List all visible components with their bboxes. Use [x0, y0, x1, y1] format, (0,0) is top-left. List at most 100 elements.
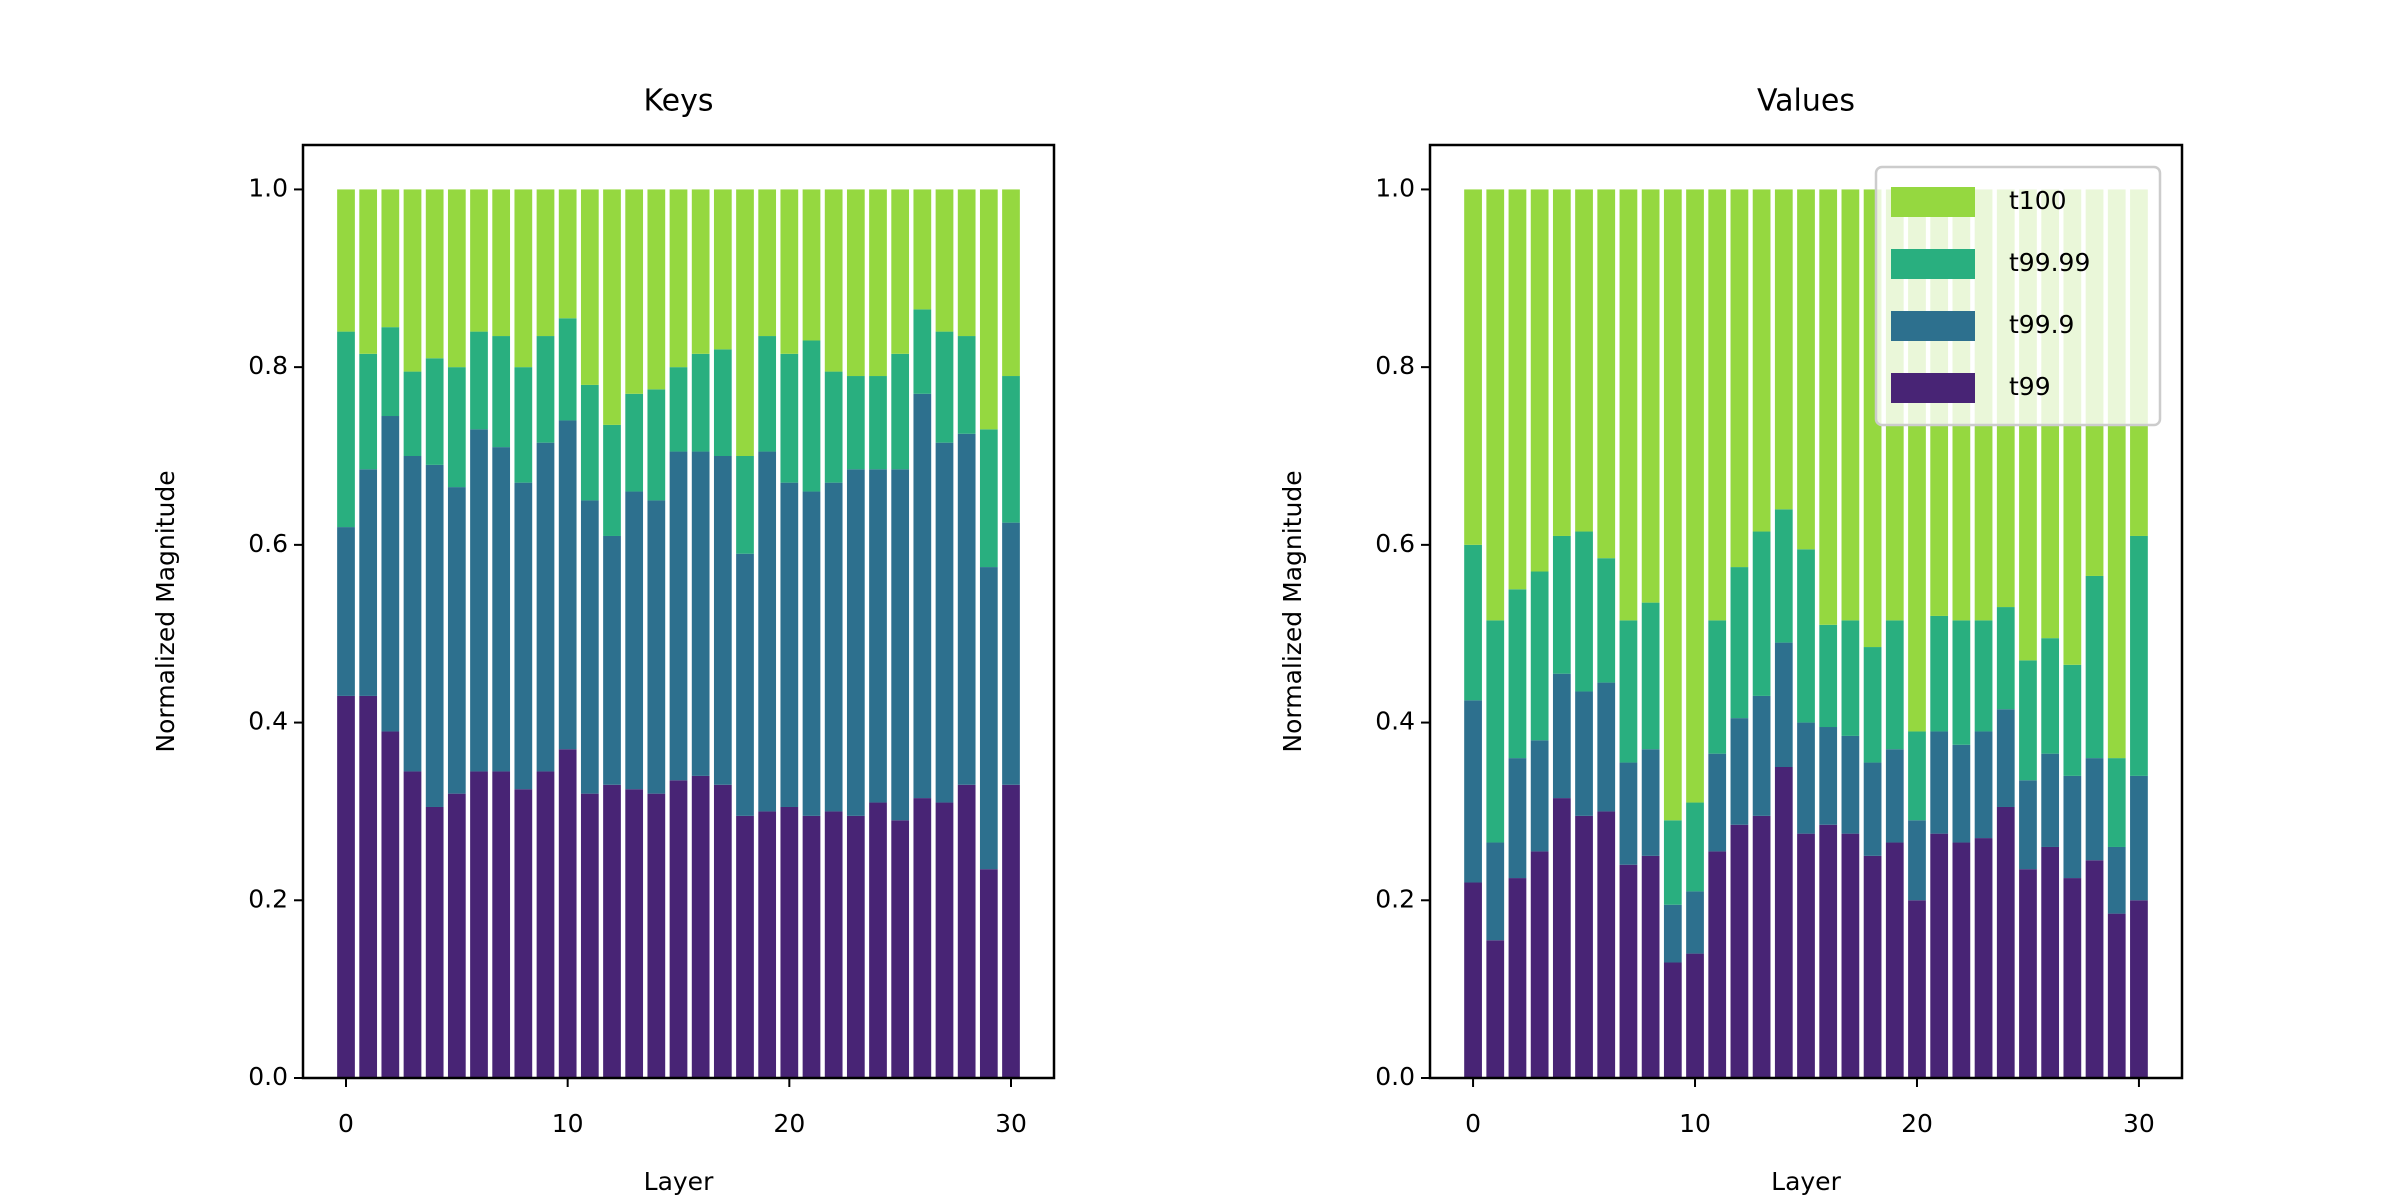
bar-segment: [514, 789, 533, 1078]
bar-segment: [2130, 535, 2148, 776]
bar-segment: [824, 371, 843, 483]
bar-segment: [2085, 575, 2104, 759]
bar-segment: [1752, 815, 1771, 1078]
bar-segment: [1575, 815, 1593, 1078]
bar-segment: [558, 189, 577, 319]
bar-segment: [1774, 189, 1793, 510]
bar-segment: [558, 749, 577, 1078]
bar-segment: [1708, 753, 1727, 852]
bar-segment: [1819, 824, 1838, 1078]
bar-segment: [1552, 673, 1571, 799]
bar-segment: [2107, 758, 2126, 847]
bar-segment: [1819, 727, 1838, 825]
bar-segment: [603, 535, 621, 785]
bar-segment: [1863, 855, 1882, 1078]
bar-segment: [891, 189, 910, 354]
bar-segment: [647, 500, 666, 794]
bar-segment: [758, 451, 777, 812]
bar-segment: [1508, 878, 1527, 1078]
bar-segment: [1464, 882, 1482, 1078]
bar-segment: [891, 353, 910, 470]
bar-segment: [337, 527, 355, 696]
bar-segment: [1530, 189, 1549, 572]
legend-swatch: [1891, 187, 1975, 217]
bar-segment: [2019, 869, 2037, 1078]
bar-segment: [1819, 189, 1838, 625]
y-tick-label: 0.2: [1375, 884, 1415, 913]
bar-segment: [1774, 509, 1793, 643]
y-tick-label: 1.0: [248, 173, 288, 202]
bar-segment: [1708, 851, 1727, 1078]
bar-segment: [625, 393, 644, 492]
bar-segment: [403, 189, 422, 372]
bar-segment: [1996, 806, 2015, 1078]
y-tick-label: 0.8: [1375, 351, 1415, 380]
bar-segment: [1730, 189, 1749, 568]
bar-segment: [647, 793, 666, 1078]
bar-segment: [1686, 953, 1704, 1078]
bar-segment: [1841, 189, 1860, 621]
bar-segment: [869, 802, 887, 1078]
bar-segment: [1464, 700, 1482, 883]
bar-segment: [1730, 824, 1749, 1078]
bar-segment: [869, 189, 887, 377]
x-tick-label: 20: [1901, 1109, 1933, 1138]
bar-segment: [492, 189, 511, 337]
bar-segment: [1774, 642, 1793, 767]
x-tick-label: 30: [995, 1109, 1027, 1138]
bar-segment: [2041, 638, 2060, 754]
bar-segment: [802, 491, 821, 816]
bar-segment: [403, 771, 422, 1078]
bar-segment: [514, 367, 533, 483]
bar-segment: [1686, 189, 1704, 803]
bar-segment: [514, 189, 533, 368]
y-tick-label: 0.0: [248, 1062, 288, 1091]
bar-segment: [536, 336, 555, 443]
bar-segment: [580, 189, 599, 385]
bar-segment: [1619, 762, 1638, 865]
bar-segment: [359, 189, 378, 354]
bar-segment: [1974, 838, 1993, 1078]
bar-segment: [758, 336, 777, 452]
bar-segment: [691, 189, 710, 354]
bar-segment: [536, 442, 555, 772]
bar-segment: [1530, 571, 1549, 741]
bar-segment: [935, 802, 954, 1078]
bar-segment: [381, 327, 400, 417]
bar-segment: [2063, 775, 2082, 879]
bar-segment: [1841, 833, 1860, 1078]
x-axis-label: Layer: [1771, 1167, 1841, 1196]
legend-label: t99: [2009, 372, 2051, 401]
bar-segment: [846, 189, 865, 377]
bar-segment: [1797, 189, 1815, 550]
bar-segment: [1819, 624, 1838, 728]
x-tick-label: 0: [1465, 1109, 1481, 1138]
bar-segment: [647, 189, 666, 390]
bar-segment: [957, 784, 976, 1078]
y-tick-label: 0.6: [1375, 529, 1415, 558]
bar-segment: [580, 793, 599, 1078]
bar-segment: [736, 815, 754, 1078]
x-axis-label: Layer: [644, 1167, 714, 1196]
bar-segment: [1575, 691, 1593, 816]
bar-segment: [514, 482, 533, 790]
bar-segment: [1952, 620, 1971, 745]
bar-segment: [558, 420, 577, 750]
x-tick-label: 0: [338, 1109, 354, 1138]
bar-segment: [802, 815, 821, 1078]
bar-segment: [359, 353, 378, 470]
plot: [1464, 189, 2148, 1078]
legend-label: t99.99: [2009, 248, 2090, 277]
bar-segment: [1619, 620, 1638, 763]
bar-segment: [935, 189, 954, 332]
y-tick-label: 0.2: [248, 884, 288, 913]
x-tick-label: 20: [773, 1109, 805, 1138]
bar-segment: [536, 771, 555, 1078]
bar-segment: [337, 695, 355, 1078]
bar-segment: [1885, 620, 1904, 750]
bar-segment: [603, 784, 621, 1078]
bar-segment: [625, 491, 644, 790]
bar-segment: [1663, 820, 1682, 905]
bar-segment: [913, 189, 932, 310]
bar-segment: [1597, 682, 1616, 812]
